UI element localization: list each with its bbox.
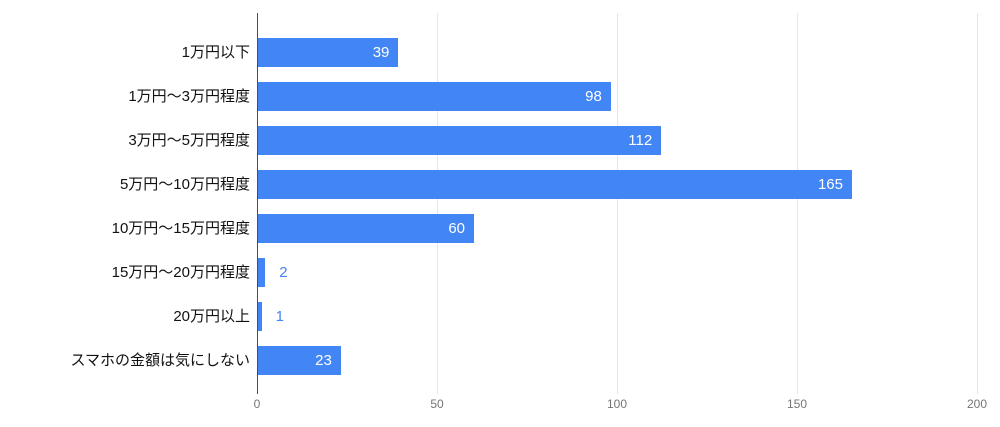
bar-value-label: 98	[585, 88, 602, 105]
bar-value-label: 39	[372, 44, 390, 61]
x-tick-label: 50	[430, 397, 444, 411]
x-tick-label: 100	[606, 397, 628, 411]
bar-value-label: 23	[315, 352, 332, 369]
category-label: 1万円以下	[181, 44, 250, 61]
bar	[258, 214, 474, 243]
bar-value-label: 2	[279, 264, 288, 281]
gridline	[437, 13, 438, 394]
category-label: スマホの金額は気にしない	[70, 352, 250, 369]
gridline	[617, 13, 618, 394]
gridline	[797, 13, 798, 394]
gridline	[977, 13, 978, 394]
bar-value-label: 165	[817, 176, 843, 193]
category-label: 10万円〜15万円程度	[111, 220, 250, 237]
category-label: 15万円〜20万円程度	[111, 264, 250, 281]
bar	[258, 346, 341, 375]
x-tick-label: 0	[253, 397, 261, 411]
bar	[258, 38, 399, 67]
axis-baseline	[257, 13, 258, 394]
category-label: 1万円〜3万円程度	[128, 88, 250, 105]
bar	[258, 302, 262, 331]
x-tick-label: 200	[966, 397, 988, 411]
bar	[258, 170, 852, 199]
category-label: 5万円〜10万円程度	[119, 176, 250, 193]
bar-value-label: 60	[448, 220, 465, 237]
category-label: 3万円〜5万円程度	[128, 132, 250, 149]
bar-value-label: 1	[275, 308, 284, 325]
bar-value-label: 112	[628, 132, 653, 149]
bar	[258, 258, 266, 287]
bar	[258, 126, 662, 155]
category-label: 20万円以上	[173, 308, 250, 325]
x-tick-label: 150	[786, 397, 808, 411]
bar	[258, 82, 611, 111]
